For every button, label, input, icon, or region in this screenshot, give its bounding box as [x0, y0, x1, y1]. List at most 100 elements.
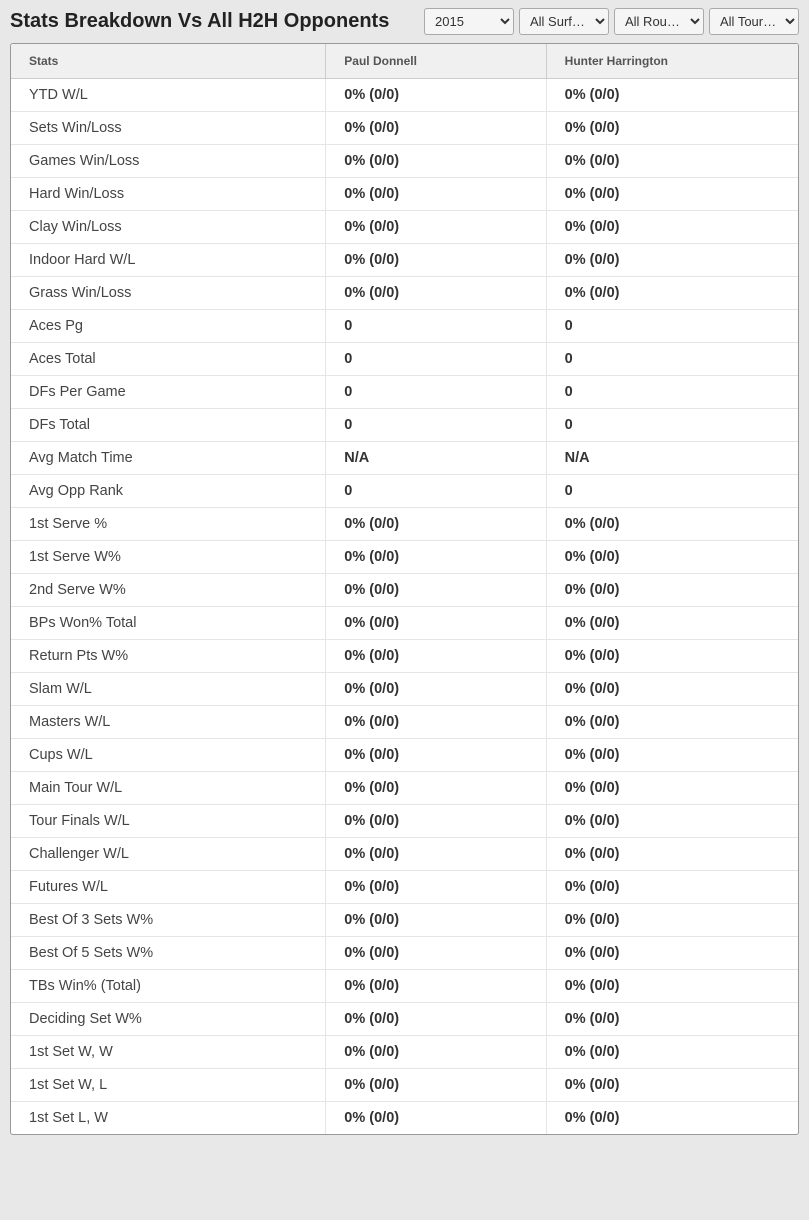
stat-value-player2: 0 — [546, 310, 798, 343]
stat-value-player1: 0 — [326, 376, 546, 409]
stat-value-player1: N/A — [326, 442, 546, 475]
stat-value-player1: 0% (0/0) — [326, 937, 546, 970]
round-filter[interactable]: All Rou… — [614, 8, 704, 35]
stat-value-player2: 0% (0/0) — [546, 178, 798, 211]
stat-value-player1: 0% (0/0) — [326, 244, 546, 277]
stat-value-player2: 0 — [546, 343, 798, 376]
table-row: DFs Per Game00 — [11, 376, 798, 409]
stat-label: TBs Win% (Total) — [11, 970, 326, 1003]
stat-value-player1: 0% (0/0) — [326, 541, 546, 574]
stat-label: DFs Total — [11, 409, 326, 442]
stat-value-player1: 0% (0/0) — [326, 79, 546, 112]
stat-value-player1: 0 — [326, 343, 546, 376]
stat-label: 1st Set W, L — [11, 1069, 326, 1102]
stat-value-player2: 0% (0/0) — [546, 1102, 798, 1135]
stat-value-player1: 0% (0/0) — [326, 277, 546, 310]
stat-value-player2: 0% (0/0) — [546, 838, 798, 871]
stat-value-player1: 0% (0/0) — [326, 211, 546, 244]
stat-label: Main Tour W/L — [11, 772, 326, 805]
stat-value-player2: 0 — [546, 376, 798, 409]
stat-value-player1: 0% (0/0) — [326, 739, 546, 772]
table-row: 1st Set L, W0% (0/0)0% (0/0) — [11, 1102, 798, 1135]
stat-value-player1: 0% (0/0) — [326, 1102, 546, 1135]
stat-value-player1: 0% (0/0) — [326, 805, 546, 838]
table-row: Main Tour W/L0% (0/0)0% (0/0) — [11, 772, 798, 805]
stat-value-player2: 0% (0/0) — [546, 871, 798, 904]
stat-value-player1: 0% (0/0) — [326, 673, 546, 706]
stat-value-player1: 0 — [326, 310, 546, 343]
stat-label: 1st Serve % — [11, 508, 326, 541]
stat-value-player1: 0% (0/0) — [326, 145, 546, 178]
stat-value-player2: 0% (0/0) — [546, 904, 798, 937]
stat-value-player2: 0% (0/0) — [546, 805, 798, 838]
table-row: 1st Serve W%0% (0/0)0% (0/0) — [11, 541, 798, 574]
table-row: Indoor Hard W/L0% (0/0)0% (0/0) — [11, 244, 798, 277]
stat-label: Aces Total — [11, 343, 326, 376]
stat-value-player2: 0 — [546, 475, 798, 508]
table-row: Grass Win/Loss0% (0/0)0% (0/0) — [11, 277, 798, 310]
stat-value-player2: 0% (0/0) — [546, 706, 798, 739]
table-row: 1st Serve %0% (0/0)0% (0/0) — [11, 508, 798, 541]
table-row: Deciding Set W%0% (0/0)0% (0/0) — [11, 1003, 798, 1036]
table-row: Best Of 3 Sets W%0% (0/0)0% (0/0) — [11, 904, 798, 937]
stat-label: Grass Win/Loss — [11, 277, 326, 310]
stat-value-player1: 0% (0/0) — [326, 640, 546, 673]
stat-value-player2: 0% (0/0) — [546, 244, 798, 277]
stat-label: Best Of 3 Sets W% — [11, 904, 326, 937]
table-row: Hard Win/Loss0% (0/0)0% (0/0) — [11, 178, 798, 211]
stat-value-player1: 0% (0/0) — [326, 970, 546, 1003]
filter-bar: 2015 All Surf… All Rou… All Tour… — [424, 8, 799, 35]
stat-label: Hard Win/Loss — [11, 178, 326, 211]
table-row: Avg Opp Rank00 — [11, 475, 798, 508]
table-row: Return Pts W%0% (0/0)0% (0/0) — [11, 640, 798, 673]
table-row: 1st Set W, L0% (0/0)0% (0/0) — [11, 1069, 798, 1102]
stat-value-player1: 0% (0/0) — [326, 871, 546, 904]
stat-value-player2: 0 — [546, 409, 798, 442]
table-header: Stats Paul Donnell Hunter Harrington — [11, 44, 798, 79]
year-filter[interactable]: 2015 — [424, 8, 514, 35]
stat-value-player1: 0% (0/0) — [326, 706, 546, 739]
stat-label: 1st Serve W% — [11, 541, 326, 574]
table-row: Futures W/L0% (0/0)0% (0/0) — [11, 871, 798, 904]
table-row: YTD W/L0% (0/0)0% (0/0) — [11, 79, 798, 112]
stat-label: Return Pts W% — [11, 640, 326, 673]
stat-value-player2: 0% (0/0) — [546, 541, 798, 574]
header-row: Stats Paul Donnell Hunter Harrington — [11, 44, 798, 79]
table-row: Best Of 5 Sets W%0% (0/0)0% (0/0) — [11, 937, 798, 970]
stat-value-player2: 0% (0/0) — [546, 772, 798, 805]
stat-label: Challenger W/L — [11, 838, 326, 871]
stat-value-player2: 0% (0/0) — [546, 1036, 798, 1069]
stat-label: Indoor Hard W/L — [11, 244, 326, 277]
stat-value-player1: 0% (0/0) — [326, 508, 546, 541]
stat-label: 1st Set L, W — [11, 1102, 326, 1135]
stats-table: Stats Paul Donnell Hunter Harrington YTD… — [11, 44, 798, 1134]
table-row: Cups W/L0% (0/0)0% (0/0) — [11, 739, 798, 772]
table-row: Clay Win/Loss0% (0/0)0% (0/0) — [11, 211, 798, 244]
table-row: Games Win/Loss0% (0/0)0% (0/0) — [11, 145, 798, 178]
stat-label: 2nd Serve W% — [11, 574, 326, 607]
stat-value-player2: 0% (0/0) — [546, 970, 798, 1003]
stat-value-player1: 0% (0/0) — [326, 1069, 546, 1102]
table-row: DFs Total00 — [11, 409, 798, 442]
table-row: 1st Set W, W0% (0/0)0% (0/0) — [11, 1036, 798, 1069]
stat-value-player2: 0% (0/0) — [546, 508, 798, 541]
page-title: Stats Breakdown Vs All H2H Opponents — [10, 10, 389, 33]
stat-value-player2: 0% (0/0) — [546, 211, 798, 244]
stat-label: Masters W/L — [11, 706, 326, 739]
stat-value-player2: 0% (0/0) — [546, 673, 798, 706]
stat-value-player2: 0% (0/0) — [546, 1003, 798, 1036]
tour-filter[interactable]: All Tour… — [709, 8, 799, 35]
stat-label: Cups W/L — [11, 739, 326, 772]
table-row: 2nd Serve W%0% (0/0)0% (0/0) — [11, 574, 798, 607]
stat-label: Tour Finals W/L — [11, 805, 326, 838]
table-row: TBs Win% (Total)0% (0/0)0% (0/0) — [11, 970, 798, 1003]
table-row: Slam W/L0% (0/0)0% (0/0) — [11, 673, 798, 706]
stat-value-player2: 0% (0/0) — [546, 739, 798, 772]
stat-value-player1: 0% (0/0) — [326, 1003, 546, 1036]
stat-label: YTD W/L — [11, 79, 326, 112]
stat-value-player2: 0% (0/0) — [546, 607, 798, 640]
col-player2-header: Hunter Harrington — [546, 44, 798, 79]
table-row: Sets Win/Loss0% (0/0)0% (0/0) — [11, 112, 798, 145]
surface-filter[interactable]: All Surf… — [519, 8, 609, 35]
stats-table-container: Stats Paul Donnell Hunter Harrington YTD… — [10, 43, 799, 1135]
